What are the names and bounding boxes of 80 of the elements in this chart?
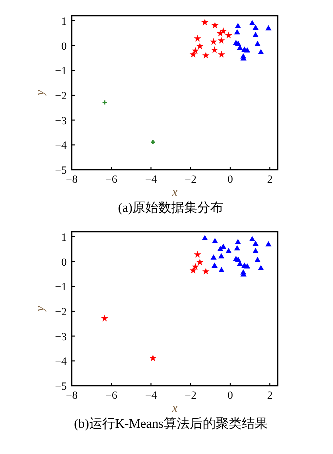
point: [218, 246, 224, 252]
x-axis-title: x: [171, 185, 178, 199]
point: [254, 257, 261, 262]
point: [212, 262, 218, 268]
y-tick-label: −2: [55, 306, 67, 318]
x-tick-label: 2: [267, 390, 273, 402]
point: [211, 46, 218, 54]
y-tick-label: −3: [55, 115, 68, 128]
x-tick-label: 0: [228, 174, 234, 186]
x-axis-title: x: [171, 401, 178, 415]
point: [202, 52, 210, 59]
x-tick-label: −8: [66, 174, 78, 186]
point: [210, 38, 218, 46]
point: [266, 241, 272, 247]
point: [244, 264, 251, 269]
point: [218, 253, 225, 259]
y-tick-label: −3: [55, 331, 68, 344]
point: [218, 37, 226, 44]
x-tick-label: −6: [106, 174, 118, 186]
x-tick-label: 2: [267, 174, 273, 186]
point: [252, 24, 259, 30]
point: [258, 265, 264, 271]
point: [249, 236, 256, 242]
point: [190, 50, 198, 58]
point: [196, 42, 204, 50]
point: [266, 25, 272, 31]
point: [202, 18, 209, 26]
point: [202, 235, 208, 240]
point: [150, 354, 157, 362]
point: [202, 268, 210, 275]
point: [216, 30, 224, 37]
x-tick-label: −8: [66, 390, 78, 402]
y-axis-title: y: [33, 306, 47, 313]
x-tick-label: 0: [228, 390, 234, 402]
y-tick-label: 1: [62, 232, 67, 244]
point: [102, 100, 107, 105]
point: [235, 23, 242, 28]
x-tick-label: −4: [145, 390, 158, 402]
point: [218, 267, 225, 273]
y-tick-label: −2: [55, 90, 67, 102]
y-tick-label: −4: [55, 140, 68, 152]
point: [252, 240, 259, 246]
point: [244, 48, 251, 53]
point: [234, 245, 240, 251]
y-axis-title: y: [33, 90, 47, 97]
point: [212, 238, 218, 244]
x-tick-label: −2: [184, 174, 197, 186]
point: [234, 29, 240, 35]
point: [192, 47, 200, 54]
point: [235, 239, 242, 244]
point: [212, 22, 219, 29]
point: [192, 263, 200, 270]
text: (a)原始数据集分布: [118, 200, 224, 215]
y-tick-label: −5: [55, 381, 68, 393]
y-tick-label: 1: [62, 16, 67, 28]
x-tick-label: −2: [184, 390, 197, 402]
y-tick-label: 0: [62, 256, 68, 269]
point: [252, 248, 259, 254]
point: [252, 32, 259, 38]
y-tick-label: −4: [55, 356, 68, 368]
point: [194, 35, 202, 42]
point: [101, 314, 108, 322]
y-tick-label: −1: [55, 66, 67, 78]
point: [196, 258, 204, 266]
y-tick-label: −1: [55, 282, 67, 294]
point: [249, 20, 256, 26]
point: [254, 41, 261, 46]
point: [226, 248, 232, 254]
point: [258, 49, 264, 55]
y-tick-label: 0: [62, 40, 68, 53]
point: [190, 266, 198, 274]
point: [218, 50, 226, 58]
point: [151, 140, 156, 145]
x-tick-label: −6: [106, 390, 118, 402]
point: [225, 32, 232, 39]
point: [210, 254, 217, 260]
point: [194, 251, 202, 258]
text: (b)运行K-Means算法后的聚类结果: [74, 416, 268, 431]
y-tick-label: −5: [55, 165, 68, 177]
x-tick-label: −4: [145, 174, 158, 186]
